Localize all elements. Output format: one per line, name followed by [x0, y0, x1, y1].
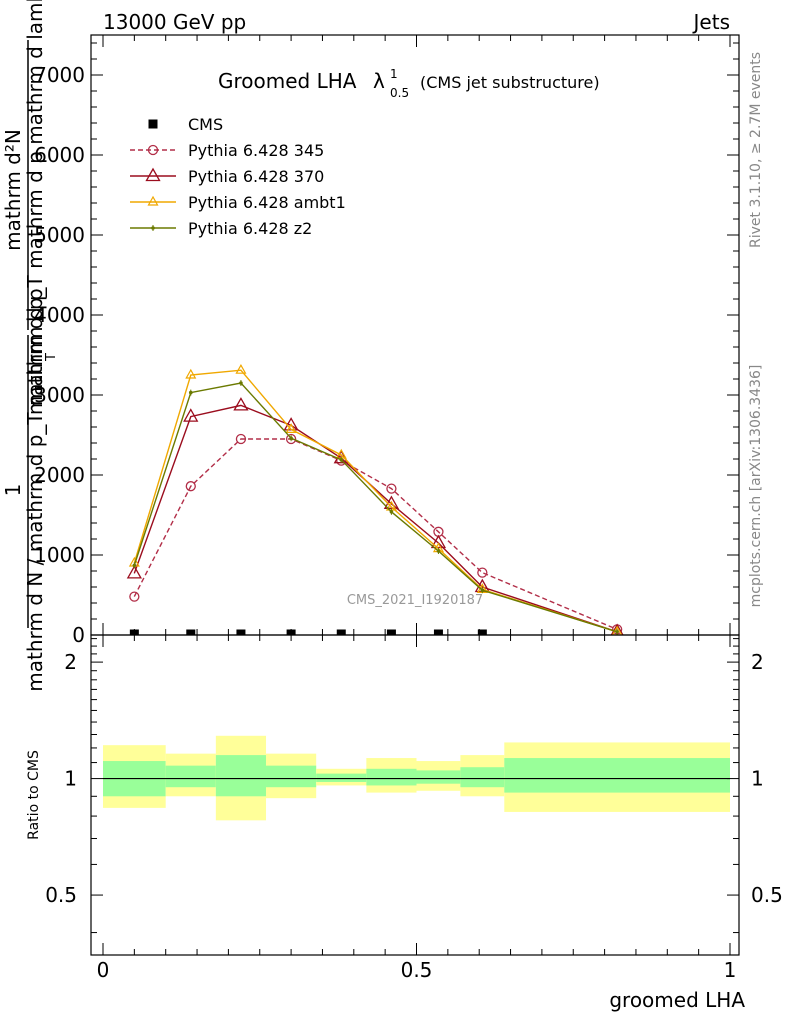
legend-label: Pythia 6.428 345 [188, 141, 324, 160]
header-right: Jets [692, 10, 730, 34]
x-axis-label: groomed LHA [609, 988, 745, 1012]
x-tick-label: 0.5 [401, 958, 433, 982]
circle-marker [235, 433, 247, 445]
circle-marker [386, 483, 397, 494]
square-marker [336, 629, 346, 635]
circle-marker [477, 567, 488, 578]
ratio-inner-band [165, 765, 216, 788]
legend: CMS Pythia 6.428 345 Pythia 6.428 370 Pythi… [130, 115, 346, 238]
series-line-ambt1 [133, 369, 618, 633]
circle-marker [129, 591, 140, 602]
ratio-inner-band [366, 768, 417, 786]
triangle-marker [126, 565, 142, 579]
main-y-tick-label: 5000 [34, 223, 85, 247]
ratio-y-tick-label: 1 [64, 767, 77, 791]
legend-item-cms: CMS [148, 115, 223, 134]
ylabel-denominator: mathrm d N / mathrm d p_T mathrm d p [23, 288, 47, 691]
legend-label: Pythia 6.428 370 [188, 167, 324, 186]
square-marker [236, 629, 246, 635]
x-tick-label: 1 [724, 958, 737, 982]
ratio-inner-band [316, 773, 367, 782]
ratio-bands [103, 735, 730, 821]
ratio-inner-band [215, 755, 267, 797]
square-marker [477, 629, 487, 635]
ratio-y-label: Ratio to CMS [26, 750, 42, 840]
plot-title: Groomed LHA λ 1 0.5 (CMS jet substructur… [218, 67, 600, 100]
legend-label: Pythia 6.428 z2 [188, 219, 312, 238]
legend-item-ambt1: Pythia 6.428 ambt1 [130, 193, 346, 212]
ratio-y-tick-label: 2 [64, 650, 77, 674]
title-suffix: (CMS jet substructure) [420, 73, 600, 92]
rivet-label: Rivet 3.1.10, ≥ 2.7M events [748, 52, 764, 248]
ylabel-one: 1 [1, 484, 25, 497]
legend-item-p345: Pythia 6.428 345 [130, 141, 324, 160]
title-subscript: 0.5 [390, 86, 409, 100]
ratio-axes: 0.5 0.5 1 1 2 2 [45, 635, 783, 955]
ratio-y-tick-label-right: 2 [751, 650, 764, 674]
mcplots-label: mcplots.cern.ch [arXiv:1306.3436] [748, 365, 764, 608]
ratio-plot-area: 0.5 0.5 1 1 2 2 [45, 634, 783, 956]
main-plot-area: 0 1000 2000 3000 4000 5000 6000 7000 [34, 34, 740, 647]
triangle-marker [430, 534, 447, 549]
x-axis: 0 0.5 1 [97, 958, 737, 982]
square-marker [148, 119, 158, 129]
main-y-tick-label: 2000 [34, 463, 85, 487]
x-tick-label: 0 [97, 958, 110, 982]
ylabel-subscript-t: T [44, 353, 59, 362]
ylabel-numerator-bottom: mathrm d p_T mathrm d p mathrm d lambda [23, 0, 47, 415]
main-series-group [126, 363, 624, 635]
ratio-y-tick-label-right: 1 [751, 767, 764, 791]
circle-marker [147, 144, 159, 156]
main-y-tick-label: 7000 [34, 63, 85, 87]
title-main: Groomed LHA [218, 69, 357, 93]
header-left: 13000 GeV pp [103, 10, 246, 34]
ratio-y-tick-label-right: 0.5 [751, 883, 783, 907]
analysis-id: CMS_2021_I1920187 [347, 593, 483, 608]
square-marker [386, 629, 396, 635]
small-triangle-marker [147, 195, 159, 206]
title-superscript: 1 [390, 67, 398, 81]
main-y-tick-label: 0 [72, 623, 85, 647]
title-lambda: λ [373, 69, 385, 93]
main-y-tick-label: 3000 [34, 383, 85, 407]
main-axes: 0 1000 2000 3000 4000 5000 6000 7000 [34, 35, 739, 647]
ratio-y-tick-label: 0.5 [45, 883, 77, 907]
triangle-marker [145, 167, 161, 182]
legend-item-z2: Pythia 6.428 z2 [130, 219, 312, 238]
ratio-plot-frame [90, 634, 740, 956]
triangle-marker [183, 408, 199, 422]
main-y-label: 1 mathrm d N / mathrm d p_T mathrm d p m… [1, 0, 59, 692]
triangle-marker [383, 495, 400, 509]
main-y-tick-label: 4000 [34, 303, 85, 327]
ratio-inner-band [504, 758, 730, 793]
legend-item-p370: Pythia 6.428 370 [130, 167, 324, 186]
small-triangle-marker [185, 368, 197, 379]
ratio-inner-band [460, 767, 505, 788]
triangle-marker [233, 397, 249, 411]
circle-marker [185, 481, 196, 492]
square-marker [433, 629, 443, 635]
legend-label: Pythia 6.428 ambt1 [188, 193, 346, 212]
main-y-tick-label: 6000 [34, 143, 85, 167]
circle-marker [285, 433, 297, 445]
ratio-inner-band [266, 765, 317, 788]
small-triangle-marker [235, 363, 247, 374]
ratio-inner-band [416, 770, 461, 784]
main-y-tick-label: 1000 [34, 543, 85, 567]
main-data-layer [126, 363, 624, 635]
ylabel-numerator-top: mathrm d²N [1, 129, 25, 251]
legend-label: CMS [188, 115, 223, 134]
small-triangle-marker [285, 423, 297, 433]
square-marker [186, 629, 196, 635]
